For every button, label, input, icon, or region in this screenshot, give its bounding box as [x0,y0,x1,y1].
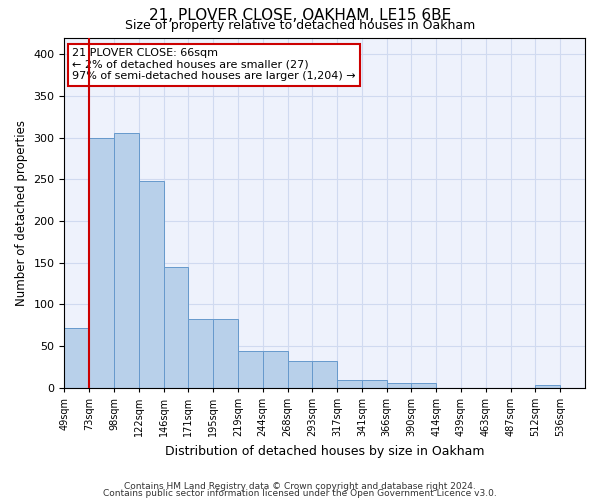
Bar [114,134,139,388]
Bar [412,383,436,388]
Bar [287,361,313,388]
Bar [362,380,386,388]
Bar [64,328,89,388]
Bar [188,318,213,388]
Y-axis label: Number of detached properties: Number of detached properties [15,120,28,306]
Bar [386,383,412,388]
Bar [337,380,362,388]
Text: 21, PLOVER CLOSE, OAKHAM, LE15 6BE: 21, PLOVER CLOSE, OAKHAM, LE15 6BE [149,8,451,22]
X-axis label: Distribution of detached houses by size in Oakham: Distribution of detached houses by size … [165,444,484,458]
Bar [263,351,287,388]
Bar [213,318,238,388]
Bar [238,351,263,388]
Text: 21 PLOVER CLOSE: 66sqm
← 2% of detached houses are smaller (27)
97% of semi-deta: 21 PLOVER CLOSE: 66sqm ← 2% of detached … [72,48,356,81]
Bar [139,181,164,388]
Text: Size of property relative to detached houses in Oakham: Size of property relative to detached ho… [125,19,475,32]
Bar [535,386,560,388]
Text: Contains public sector information licensed under the Open Government Licence v3: Contains public sector information licen… [103,489,497,498]
Text: Contains HM Land Registry data © Crown copyright and database right 2024.: Contains HM Land Registry data © Crown c… [124,482,476,491]
Bar [164,267,188,388]
Bar [313,361,337,388]
Bar [89,138,114,388]
